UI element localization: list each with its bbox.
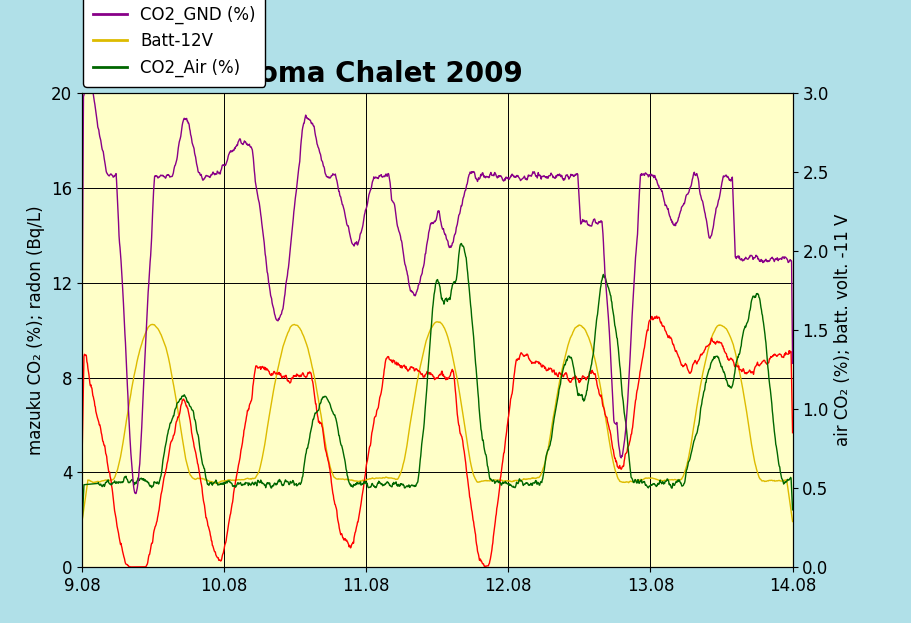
Legend: Rn (kBq/m3), CO2_GND (%), Batt-12V, CO2_Air (%): Rn (kBq/m3), CO2_GND (%), Batt-12V, CO2_… bbox=[83, 0, 265, 87]
Y-axis label: air CO₂ (%); batt. volt. -11 V: air CO₂ (%); batt. volt. -11 V bbox=[834, 214, 852, 446]
Text: Goma Chalet 2009: Goma Chalet 2009 bbox=[236, 60, 523, 88]
Y-axis label: mazuku CO₂ (%); radon (Bq/L): mazuku CO₂ (%); radon (Bq/L) bbox=[27, 206, 46, 455]
